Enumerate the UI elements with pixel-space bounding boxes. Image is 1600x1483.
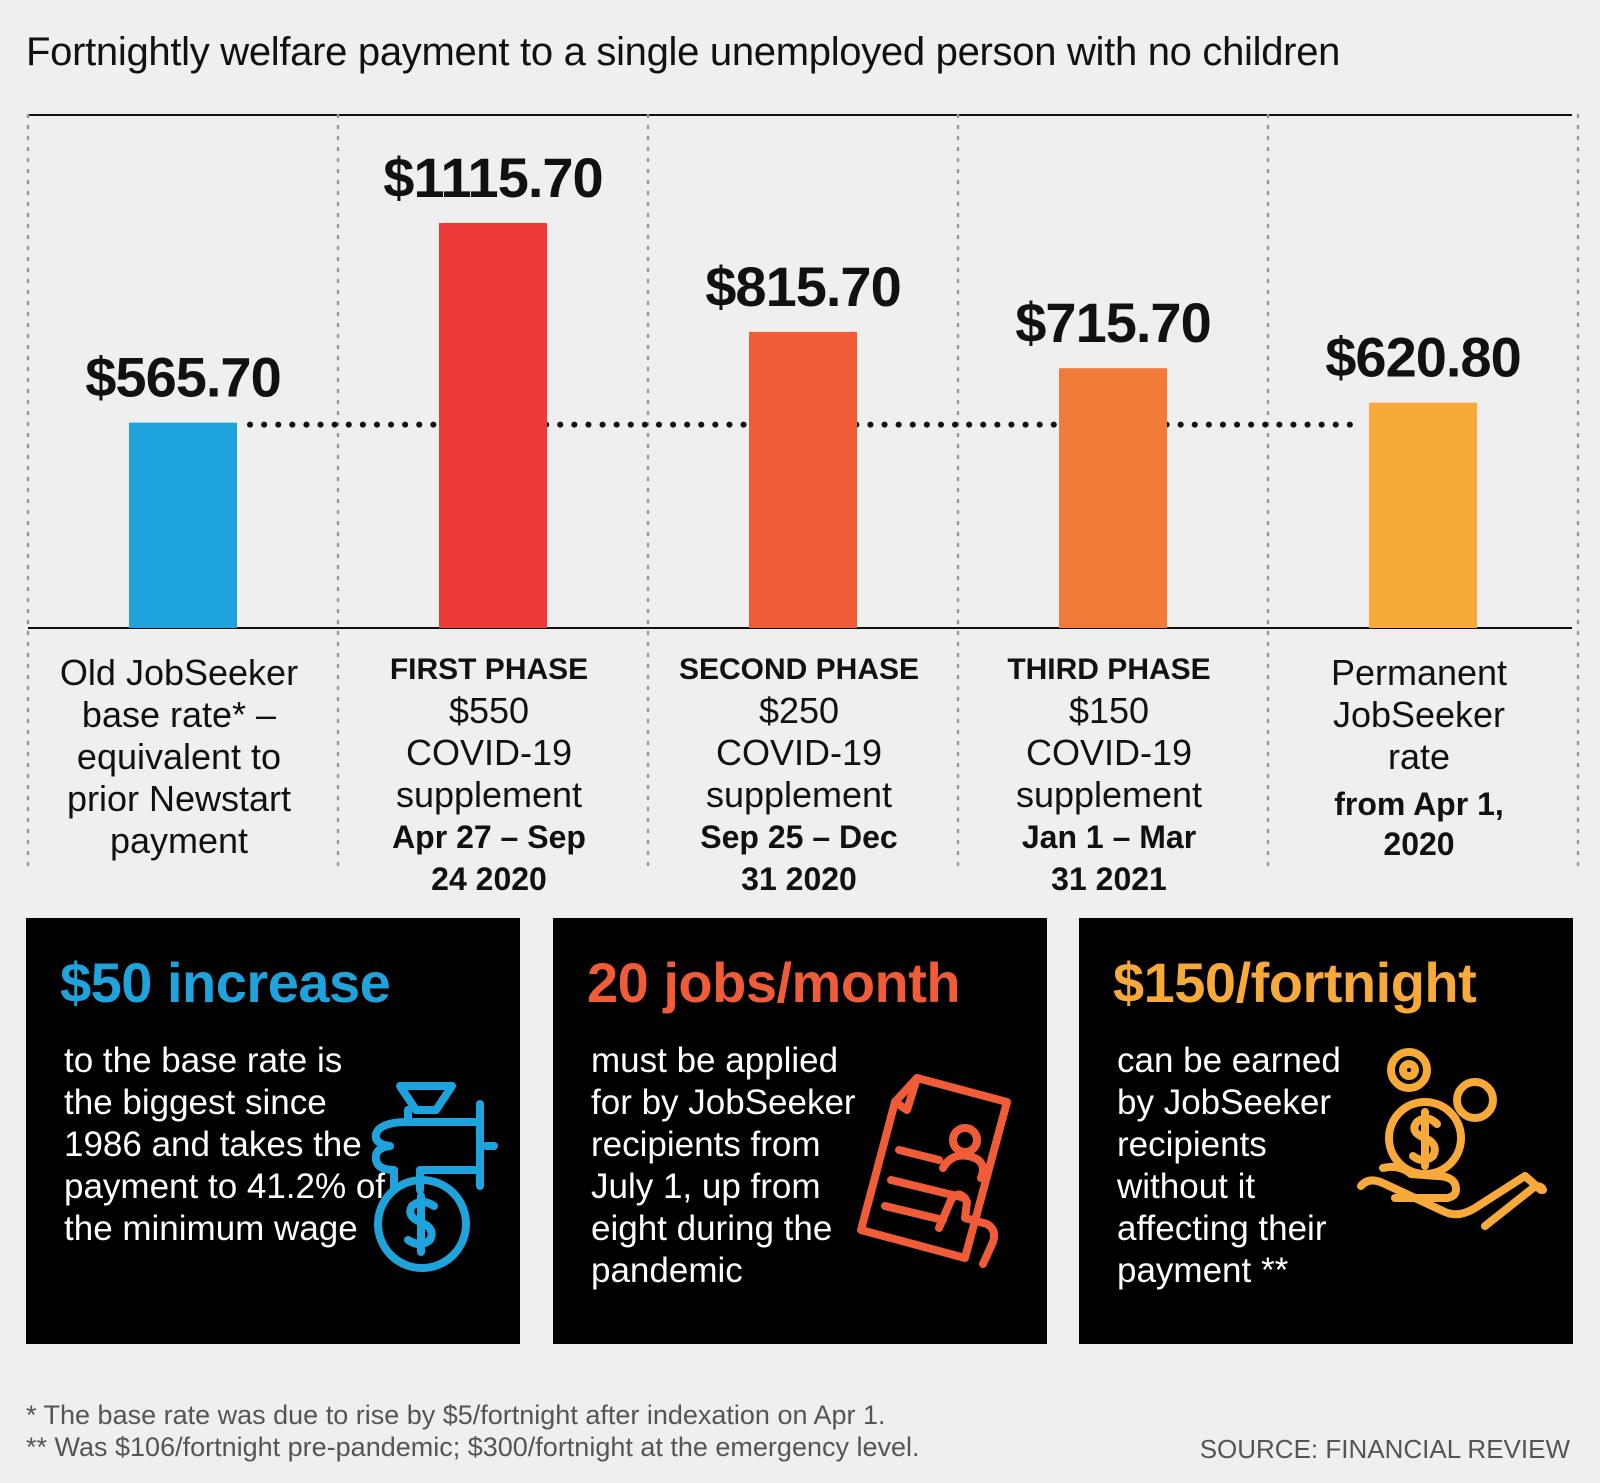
bar-value-label: $620.80 (1325, 326, 1520, 389)
category-dates: Sep 25 – Dec 31 2020 (700, 819, 898, 897)
info-box-text: to the base rate is the biggest since 19… (64, 1041, 386, 1248)
category-desc: $150 COVID-19 supplement (1015, 690, 1203, 815)
category-desc: Old JobSeeker base rate* – equivalent to… (59, 652, 299, 861)
footnote-1: * The base rate was due to rise by $5/fo… (26, 1400, 886, 1430)
category-desc: $250 COVID-19 supplement (705, 690, 893, 815)
category-dates: Jan 1 – Mar 31 2021 (1021, 819, 1197, 897)
coins-in-hand-icon (1355, 1040, 1555, 1235)
info-box-heading: 20 jobs/month (587, 951, 961, 1014)
source-credit: SOURCE: FINANCIAL REVIEW (1199, 1434, 1570, 1464)
category-desc: $550 COVID-19 supplement (395, 690, 583, 815)
job-application-document-icon (847, 1058, 1027, 1273)
info-box-text: must be applied for by JobSeeker recipie… (591, 1041, 856, 1290)
category-dates: from Apr 1, 2020 (1334, 786, 1504, 862)
category-label-3: THIRD PHASE $150 COVID-19 supplement Jan… (958, 650, 1260, 900)
category-label-2: SECOND PHASE $250 COVID-19 supplement Se… (648, 650, 950, 900)
chart-title: Fortnightly welfare payment to a single … (26, 30, 1341, 74)
footnote-2: ** Was $106/fortnight pre-pandemic; $300… (26, 1432, 920, 1462)
bar-value-label: $1115.70 (383, 146, 602, 209)
info-box-text: can be earned by JobSeeker recipients wi… (1117, 1041, 1341, 1290)
bar (439, 223, 547, 628)
bar (1369, 402, 1477, 628)
category-phase: SECOND PHASE (678, 653, 920, 686)
category-label-0: Old JobSeeker base rate* – equivalent to… (28, 652, 330, 862)
bar (129, 422, 237, 628)
category-phase: FIRST PHASE (389, 653, 589, 686)
money-bag-hand-icon (360, 1074, 500, 1279)
category-phase: THIRD PHASE (1007, 653, 1211, 686)
info-box-heading: $50 increase (60, 951, 391, 1014)
bar-value-label: $815.70 (705, 255, 900, 318)
bar-chart: $565.70 $1115.70 $815.70 $715.70 $620.80 (26, 113, 1580, 874)
category-dates: Apr 27 – Sep 24 2020 (392, 819, 586, 897)
info-box-earnings: $150/fortnight can be earned by JobSeeke… (1079, 918, 1573, 1344)
info-box-jobs: 20 jobs/month must be applied for by Job… (553, 918, 1047, 1344)
bar-value-label: $565.70 (85, 346, 280, 409)
category-label-1: FIRST PHASE $550 COVID-19 supplement Apr… (338, 650, 640, 900)
info-box-increase: $50 increase to the base rate is the big… (26, 918, 520, 1344)
info-box-heading: $150/fortnight (1113, 951, 1477, 1014)
category-desc: Permanent JobSeeker rate (1330, 652, 1508, 777)
bar-value-label: $715.70 (1015, 291, 1210, 354)
bar (1059, 368, 1167, 628)
category-label-4: Permanent JobSeeker rate from Apr 1, 202… (1268, 652, 1570, 864)
bar (749, 331, 857, 628)
